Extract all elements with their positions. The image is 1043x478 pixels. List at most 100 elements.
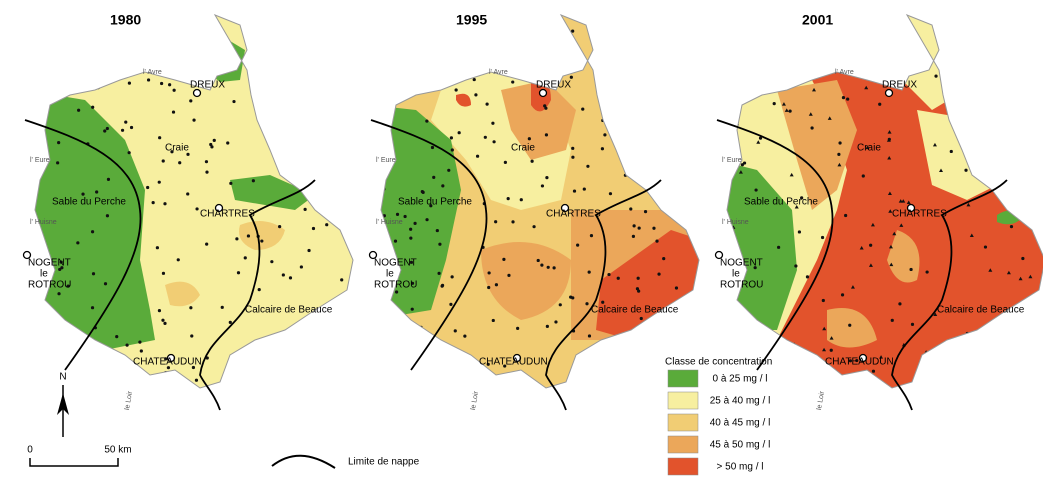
sample-point bbox=[631, 145, 635, 149]
sample-point bbox=[491, 318, 495, 323]
sample-point bbox=[889, 262, 894, 267]
sample-point bbox=[174, 29, 178, 33]
sample-point bbox=[1000, 109, 1005, 113]
sample-point bbox=[458, 44, 462, 48]
sample-point bbox=[878, 102, 882, 106]
sample-point bbox=[190, 15, 194, 18]
sample-point bbox=[60, 266, 64, 270]
sample-point bbox=[887, 130, 892, 134]
sample-point bbox=[572, 189, 577, 193]
sample-point bbox=[641, 147, 646, 151]
sample-point bbox=[546, 265, 550, 269]
sample-point bbox=[974, 354, 979, 359]
sample-point bbox=[71, 364, 76, 368]
sample-point bbox=[300, 150, 305, 154]
sample-point bbox=[639, 316, 643, 321]
sample-point bbox=[788, 109, 792, 113]
legend-swatch bbox=[667, 435, 699, 454]
sample-point bbox=[683, 127, 687, 131]
sample-point bbox=[982, 373, 987, 378]
sample-point bbox=[474, 93, 478, 97]
sample-point bbox=[855, 358, 859, 363]
sample-point bbox=[204, 160, 209, 164]
sample-point bbox=[543, 104, 547, 108]
sample-point bbox=[191, 365, 196, 370]
legend-label: > 50 mg / l bbox=[717, 462, 764, 473]
sample-point bbox=[485, 102, 489, 106]
sample-point bbox=[906, 200, 911, 204]
sample-point bbox=[582, 187, 586, 191]
sample-point bbox=[841, 96, 846, 100]
sample-point bbox=[45, 47, 49, 51]
place-label: le Loir bbox=[124, 390, 134, 411]
sample-point bbox=[157, 309, 162, 313]
sample-point bbox=[637, 289, 641, 293]
sample-point bbox=[629, 207, 633, 211]
sample-point bbox=[589, 234, 594, 238]
sample-point bbox=[229, 181, 233, 185]
sample-point bbox=[425, 218, 429, 222]
sample-point bbox=[1007, 26, 1012, 31]
sample-point bbox=[301, 350, 305, 354]
sample-point bbox=[808, 75, 813, 79]
sample-point bbox=[934, 354, 939, 359]
sample-point bbox=[234, 57, 238, 62]
place-label: l' Eure bbox=[30, 157, 50, 164]
sample-point bbox=[742, 269, 747, 273]
sample-point bbox=[475, 154, 480, 158]
sample-point bbox=[522, 36, 526, 40]
sample-point bbox=[753, 266, 757, 270]
sample-point bbox=[410, 281, 415, 285]
place-label: l' Huisne bbox=[722, 219, 749, 226]
sample-point bbox=[569, 295, 573, 299]
sample-point bbox=[468, 363, 473, 367]
sample-point bbox=[487, 285, 491, 290]
sample-point bbox=[934, 74, 938, 78]
sample-point bbox=[777, 245, 781, 249]
sample-point bbox=[977, 45, 981, 49]
sample-point bbox=[810, 126, 814, 130]
sample-point bbox=[527, 137, 531, 141]
sample-point bbox=[212, 138, 216, 142]
sample-point bbox=[738, 170, 743, 174]
sample-point bbox=[457, 131, 461, 135]
sample-point bbox=[57, 140, 61, 145]
sample-point bbox=[103, 129, 107, 133]
sample-point bbox=[599, 38, 603, 43]
sample-point bbox=[456, 51, 460, 55]
sample-point bbox=[102, 353, 106, 357]
sample-point bbox=[587, 334, 592, 338]
place-label: CHATEAUDUN bbox=[479, 357, 548, 368]
sample-point bbox=[352, 149, 353, 153]
sample-point bbox=[571, 29, 575, 33]
sample-point bbox=[120, 54, 124, 58]
sample-point bbox=[43, 377, 47, 381]
town-marker bbox=[884, 88, 894, 98]
sample-point bbox=[794, 264, 798, 268]
sample-point bbox=[896, 51, 901, 55]
sample-point bbox=[163, 321, 167, 325]
sample-point bbox=[432, 175, 436, 179]
sample-point bbox=[1014, 192, 1019, 197]
place-label: l' Eure bbox=[722, 157, 742, 164]
sample-point bbox=[91, 272, 96, 276]
sample-point bbox=[829, 348, 833, 352]
sample-point bbox=[236, 271, 241, 275]
sample-point bbox=[869, 243, 873, 247]
sample-point bbox=[288, 276, 293, 280]
sample-point bbox=[966, 202, 971, 207]
sample-point bbox=[860, 56, 864, 60]
sample-point bbox=[348, 140, 352, 144]
sample-point bbox=[838, 141, 842, 145]
sample-point bbox=[403, 214, 407, 219]
sample-point bbox=[983, 245, 988, 249]
sample-point bbox=[642, 37, 646, 42]
sample-point bbox=[1003, 378, 1008, 383]
map-panel: 2001 l' Avre DREUX Craie l' Eure Sable du Per… bbox=[714, 12, 1043, 411]
sample-point bbox=[898, 302, 902, 306]
sample-point bbox=[581, 107, 585, 111]
sample-point bbox=[142, 381, 146, 385]
sample-point bbox=[516, 326, 520, 330]
sample-point bbox=[632, 224, 636, 228]
zone bbox=[827, 308, 877, 348]
